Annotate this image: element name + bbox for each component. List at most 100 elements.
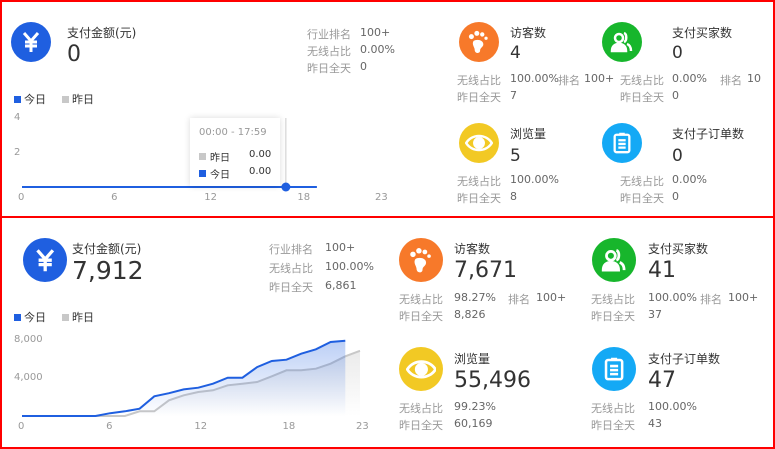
legend-today-swatch: [14, 95, 21, 103]
pay-stat-label: 无线占比: [269, 262, 313, 275]
x-tick-label: 23: [356, 421, 369, 432]
metric-wireless-value: 100.00%: [648, 291, 697, 304]
metric-yesterday-label: 昨日全天: [620, 192, 664, 205]
y-tick-label: 8,000: [14, 334, 43, 345]
metric-title: 支付买家数: [672, 26, 733, 40]
metric-wireless-label: 无线占比: [399, 293, 443, 306]
metric-wireless-label: 无线占比: [399, 402, 443, 415]
legend-yesterday-label: 昨日: [72, 311, 94, 324]
chart-plot[interactable]: [2, 2, 775, 218]
pay-stat-label: 行业排名: [307, 28, 351, 41]
clipboard-icon: [602, 123, 642, 163]
pay-amount-value: 0: [67, 42, 81, 67]
pay-amount-title: 支付金额(元): [67, 26, 137, 40]
legend-today-label: 今日: [24, 311, 46, 324]
metric-wireless-label: 无线占比: [457, 175, 501, 188]
metric-yesterday-value: 8: [510, 190, 517, 203]
metric-wireless-value: 0.00%: [672, 72, 707, 85]
metric-rank-value: 100+: [584, 72, 615, 85]
pay-stat-value: 0: [360, 60, 367, 73]
x-tick-label: 18: [282, 421, 296, 432]
metric-value: 55,496: [454, 368, 531, 393]
metric-yesterday-value: 8,826: [454, 308, 486, 321]
metric-yesterday-value: 0: [672, 190, 679, 203]
legend-today[interactable]: 今日: [14, 91, 46, 107]
metric-wireless-value: 100.00%: [648, 400, 697, 413]
legend-yesterday-swatch: [62, 313, 69, 321]
metric-yesterday-label: 昨日全天: [457, 91, 501, 104]
tooltip-range: 00:00 - 17:59: [199, 127, 267, 138]
pay-stat-value: 100+: [360, 26, 391, 39]
pay-stat-value: 100+: [325, 241, 356, 254]
x-tick-label: 0: [18, 421, 25, 432]
metric-value: 5: [510, 146, 521, 166]
legend-today[interactable]: 今日: [14, 309, 46, 325]
metric-value: 7,671: [454, 258, 517, 283]
x-tick-label: 0: [18, 192, 25, 203]
metric-rank-value: 10: [747, 72, 761, 85]
pay-stat-label: 昨日全天: [307, 62, 351, 75]
tooltip-today-value: 0.00: [249, 166, 272, 177]
metric-value: 0: [672, 146, 683, 166]
yen-icon: [11, 22, 51, 62]
metric-title: 浏览量: [510, 127, 547, 141]
legend-today-label: 今日: [24, 93, 46, 106]
pay-stat-label: 行业排名: [269, 243, 313, 256]
today-series-line: [22, 339, 346, 417]
metric-rank-label: 排名: [700, 293, 722, 306]
eye-icon: [399, 347, 443, 391]
metric-wireless-value: 100.00%: [510, 72, 559, 85]
pay-stat-value: 100.00%: [325, 260, 374, 273]
metric-value: 47: [648, 368, 676, 393]
metric-rank-label: 排名: [720, 74, 742, 87]
metric-yesterday-value: 60,169: [454, 417, 493, 430]
metric-rank-value: 100+: [536, 291, 567, 304]
metric-value: 0: [672, 43, 683, 63]
x-tick-label: 6: [106, 421, 113, 432]
legend-today-swatch: [14, 313, 21, 321]
legend-yesterday[interactable]: 昨日: [62, 91, 94, 107]
realtime-panel: 支付金额(元) 7,912 行业排名 100+ 无线占比 100.00% 昨日全天 6,861…: [0, 216, 775, 449]
pay-stat-value: 0.00%: [360, 43, 395, 56]
users-icon: [592, 238, 636, 282]
metric-yesterday-label: 昨日全天: [620, 91, 664, 104]
metric-yesterday-value: 0: [672, 89, 679, 102]
metric-wireless-value: 98.27%: [454, 291, 496, 304]
y-tick-label: 4: [14, 112, 21, 123]
footprint-icon: [459, 22, 499, 62]
pay-stat-label: 昨日全天: [269, 281, 313, 294]
metric-wireless-value: 100.00%: [510, 173, 559, 186]
metric-wireless-label: 无线占比: [620, 74, 664, 87]
realtime-panel-empty: 支付金额(元) 0 行业排名 100+ 无线占比 0.00% 昨日全天 0 访客数 4 无线占比 10…: [0, 0, 775, 218]
metric-title: 支付买家数: [648, 242, 709, 256]
metric-wireless-label: 无线占比: [591, 402, 635, 415]
x-tick-label: 23: [375, 192, 388, 203]
tooltip-yesterday-swatch: [199, 153, 206, 160]
today-area: [22, 340, 346, 416]
x-tick-label: 12: [204, 192, 217, 203]
metric-yesterday-label: 昨日全天: [457, 192, 501, 205]
chart-tooltip: 00:00 - 17:59 昨日 0.00 今日 0.00: [190, 118, 280, 186]
metric-value: 41: [648, 258, 676, 283]
metric-yesterday-label: 昨日全天: [591, 419, 635, 432]
x-tick-label: 12: [194, 421, 208, 432]
chart-plot[interactable]: [2, 218, 775, 449]
metric-title: 支付子订单数: [672, 127, 745, 141]
metric-wireless-value: 0.00%: [672, 173, 707, 186]
legend-yesterday-label: 昨日: [72, 93, 94, 106]
users-icon: [602, 22, 642, 62]
metric-wireless-label: 无线占比: [620, 175, 664, 188]
pay-amount-value: 7,912: [72, 256, 144, 285]
pay-amount-title: 支付金额(元): [72, 242, 142, 256]
x-tick-label: 18: [297, 192, 311, 203]
tooltip-today-label: 今日: [210, 170, 230, 181]
y-tick-label: 4,000: [14, 372, 43, 383]
metric-yesterday-value: 7: [510, 89, 517, 102]
legend-yesterday[interactable]: 昨日: [62, 309, 94, 325]
metric-yesterday-label: 昨日全天: [399, 310, 443, 323]
x-tick-label: 6: [111, 192, 118, 203]
tooltip-yesterday-label: 昨日: [210, 153, 230, 164]
legend-yesterday-swatch: [62, 95, 69, 103]
hover-point[interactable]: [281, 182, 291, 192]
pay-stat-value: 6,861: [325, 279, 357, 292]
